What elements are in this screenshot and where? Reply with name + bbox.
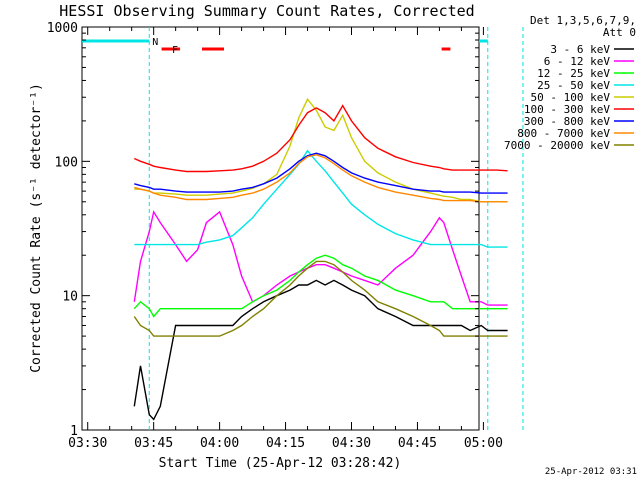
y-tick-label: 1 [70, 424, 78, 439]
series-7000-20000-kev [133, 260, 508, 337]
series-800-7000-kev [134, 153, 508, 203]
series-50-100-kev [134, 97, 508, 203]
plot-frame [81, 26, 480, 431]
series-6-12-kev [133, 210, 508, 306]
legend-entry-label: 12 - 25 keV [537, 67, 610, 80]
series-12-25-kev [133, 254, 508, 318]
x-tick-label: 03:45 [134, 436, 173, 451]
series-25-50-kev [134, 149, 508, 248]
x-tick-label: 04:30 [332, 436, 371, 451]
y-axis-label: Corrected Count Rate (s⁻¹ detector⁻¹) [29, 83, 44, 373]
legend-entry-label: 3 - 6 keV [550, 43, 610, 56]
chart-title: HESSI Observing Summary Count Rates, Cor… [59, 2, 474, 20]
x-tick-label: 05:00 [464, 436, 503, 451]
x-tick-label: 03:30 [68, 436, 107, 451]
series-lines [133, 97, 508, 421]
x-tick-label: 04:15 [266, 436, 305, 451]
series-3-6-kev [133, 279, 508, 421]
legend-entry-label: 50 - 100 keV [531, 91, 611, 104]
flag-label: N [152, 37, 158, 48]
x-tick-label: 04:00 [200, 436, 239, 451]
date-stamp: 25-Apr-2012 03:31 [545, 467, 637, 477]
legend-entry-label: 800 - 7000 keV [517, 127, 610, 140]
axes: 1 10 100 1000 03:30 03:45 04:00 04:15 04:30 04:45… [47, 21, 503, 451]
legend-header: Det 1,3,5,6,7,9, [530, 14, 636, 27]
legend-header: Att 0 [603, 26, 636, 39]
legend-entry-label: 300 - 800 keV [524, 115, 610, 128]
x-tick-label: 04:45 [398, 436, 437, 451]
plot-area: NF [82, 27, 524, 430]
y-tick-label: 1000 [47, 21, 78, 36]
legend-entry-label: 100 - 300 keV [524, 103, 610, 116]
y-tick-label: 10 [62, 290, 78, 305]
x-axis-label: Start Time (25-Apr-12 03:28:42) [159, 456, 402, 471]
flag-label: F [172, 45, 178, 56]
y-tick-label: 100 [55, 155, 78, 170]
legend-entry-label: 6 - 12 keV [544, 55, 611, 68]
series-100-300-kev [134, 104, 508, 173]
legend-entry-label: 25 - 50 keV [537, 79, 610, 92]
legend-entry-label: 7000 - 20000 keV [504, 139, 610, 152]
series-300-800-kev [134, 152, 508, 194]
